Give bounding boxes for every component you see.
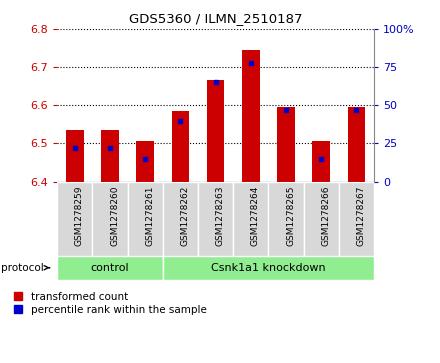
Text: GSM1278261: GSM1278261 bbox=[145, 185, 154, 246]
Bar bbox=[136, 142, 154, 182]
Text: GSM1278259: GSM1278259 bbox=[75, 185, 84, 246]
FancyBboxPatch shape bbox=[163, 256, 374, 280]
Bar bbox=[66, 130, 84, 182]
Text: GSM1278264: GSM1278264 bbox=[251, 185, 260, 246]
Bar bbox=[101, 130, 119, 182]
Text: GSM1278265: GSM1278265 bbox=[286, 185, 295, 246]
Text: GSM1278262: GSM1278262 bbox=[180, 185, 189, 246]
FancyBboxPatch shape bbox=[268, 182, 304, 256]
Text: control: control bbox=[91, 263, 129, 273]
Bar bbox=[348, 107, 365, 182]
Bar bbox=[207, 81, 224, 182]
FancyBboxPatch shape bbox=[304, 182, 339, 256]
Bar bbox=[277, 107, 295, 182]
Text: GSM1278263: GSM1278263 bbox=[216, 185, 224, 246]
FancyBboxPatch shape bbox=[128, 182, 163, 256]
Bar bbox=[242, 50, 260, 182]
Text: protocol: protocol bbox=[1, 263, 49, 273]
FancyBboxPatch shape bbox=[233, 182, 268, 256]
Legend: transformed count, percentile rank within the sample: transformed count, percentile rank withi… bbox=[14, 292, 206, 315]
Text: GSM1278266: GSM1278266 bbox=[321, 185, 330, 246]
Bar bbox=[172, 111, 189, 182]
FancyBboxPatch shape bbox=[163, 182, 198, 256]
FancyBboxPatch shape bbox=[198, 182, 233, 256]
FancyBboxPatch shape bbox=[92, 182, 128, 256]
Text: GSM1278260: GSM1278260 bbox=[110, 185, 119, 246]
Text: Csnk1a1 knockdown: Csnk1a1 knockdown bbox=[211, 263, 326, 273]
Title: GDS5360 / ILMN_2510187: GDS5360 / ILMN_2510187 bbox=[129, 12, 302, 25]
Bar bbox=[312, 142, 330, 182]
FancyBboxPatch shape bbox=[57, 182, 92, 256]
FancyBboxPatch shape bbox=[57, 256, 163, 280]
Text: GSM1278267: GSM1278267 bbox=[356, 185, 365, 246]
FancyBboxPatch shape bbox=[339, 182, 374, 256]
